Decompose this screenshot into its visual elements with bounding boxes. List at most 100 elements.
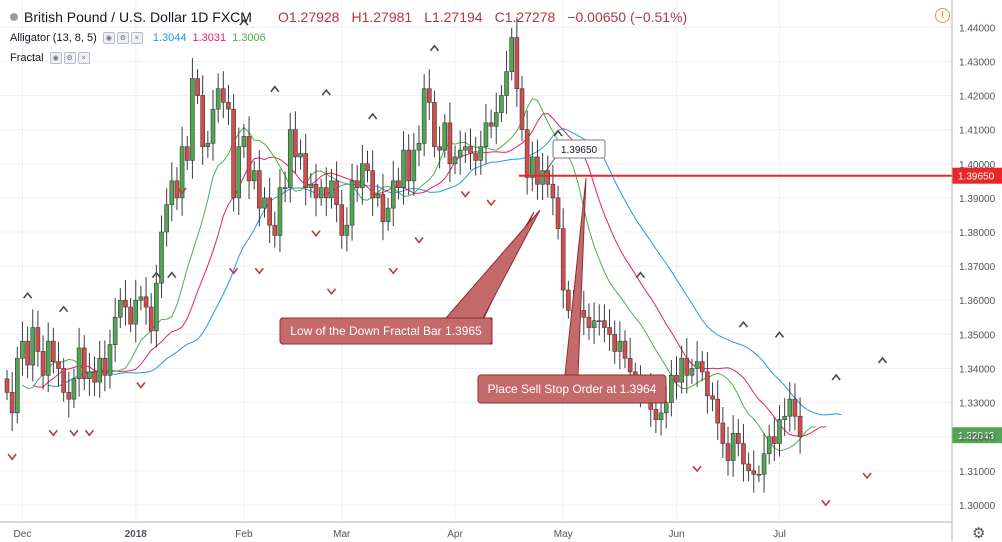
teeth-value: 1.3031 [192,32,227,44]
fractal-up-marker [151,271,161,279]
level-callout-pointer [543,157,556,174]
candle-body [365,163,370,171]
fractal-down-marker [311,230,321,237]
candle-body [514,37,520,90]
indicator-fractal[interactable]: Fractal ◉ ⚙ × [10,50,100,66]
candle-body [602,320,607,328]
candle-body [586,316,592,328]
candle-body [308,183,314,188]
candle-body [730,432,736,461]
candle-body [596,320,602,323]
candle-body [159,231,164,284]
close-icon[interactable]: × [77,52,90,64]
fractal-low-callout-box [279,317,493,345]
candle-body [354,180,360,188]
candle-body [782,415,787,420]
candle-body [663,402,669,414]
eye-icon[interactable]: ◉ [49,52,62,64]
fractal-markers [7,18,888,507]
candle-body [452,156,458,165]
candle-body [674,374,679,383]
close-value: C1.27278 [494,9,556,25]
candle-body [437,146,442,151]
candle-body [499,95,504,113]
fractal-up-marker [22,291,33,299]
candle-body [725,443,731,461]
candle-body [221,88,226,103]
candle-body [226,102,231,110]
candle-body [267,197,272,226]
candle-body [61,368,66,393]
fractal-down-marker [326,288,337,295]
fractal-up-marker [635,271,646,279]
candle-body [560,228,566,291]
fractal-down-marker [821,499,831,507]
candle-body [406,149,412,182]
level-price-label: 1.39650 [958,172,995,183]
indicator-alligator[interactable]: Alligator (13, 8, 5) ◉ ⚙ × 1.3044 1.3031… [10,30,272,46]
candle-body [349,180,355,226]
candle-body [612,334,618,352]
symbol-title[interactable]: British Pound / U.S. Dollar 1D FXCM [24,9,252,25]
candle-body [411,149,417,182]
candle-body [40,351,46,376]
candle-body [689,368,695,376]
candle-body [591,320,597,328]
fractal-up-marker [774,331,785,338]
candle-body [272,224,278,236]
candle-body [56,361,61,369]
candle-body [128,306,133,325]
eye-icon[interactable]: ◉ [102,32,115,44]
annotations: 1.39650 1.32043 1.39650 Low of the Down Fra… [279,139,1002,444]
fractal-low-callout-pointer [444,209,541,319]
gear-icon[interactable]: ⚙ [116,32,129,44]
candle-body [262,197,267,209]
candle-body [339,204,345,236]
gear-icon[interactable]: ⚙ [63,52,76,64]
candle-body [323,187,329,199]
y-tick-label: 1.41000 [959,126,996,137]
candle-body [679,357,684,383]
y-tick-label: 1.30000 [959,501,996,512]
candle-body [545,170,551,185]
x-tick-label: Apr [447,529,463,540]
candle-body [15,357,20,414]
candle-body [535,156,540,185]
fractal-down-marker [388,267,398,275]
high-value: H1.27981 [351,9,413,25]
candle-body [81,347,87,380]
candle-body [699,361,705,373]
y-tick-label: 1.43000 [959,57,996,68]
candle-body [184,146,190,161]
fractal-down-marker [254,267,264,275]
candle-body [756,473,762,476]
indicator-buttons: ◉ ⚙ × [49,52,90,64]
lips-value: 1.3006 [232,32,266,44]
candle-body [257,170,262,209]
candle-body [720,422,726,444]
candle-body [66,392,72,400]
candle-body [112,316,118,345]
y-tick-label: 1.42000 [959,92,996,103]
candle-body [329,180,334,199]
fractal-up-marker [239,18,249,26]
candle-body [370,170,375,199]
open-value: O1.27928 [277,9,340,25]
candle-body [622,340,628,359]
close-icon[interactable]: × [130,32,143,44]
candle-body [30,327,36,366]
candle-body [9,392,15,414]
candle-body [504,71,509,96]
candle-body [205,142,211,148]
fractal-down-marker [136,382,146,389]
gear-icon[interactable]: ⚙ [972,525,986,542]
alert-circle-icon[interactable]: ! [935,8,950,23]
alligator-jaw-line [48,128,842,416]
fractal-down-marker [228,267,239,275]
fractal-up-marker [167,271,177,279]
fractal-down-marker [177,187,187,195]
fractal-up-marker [831,373,841,381]
candle-body [210,108,216,144]
candle-body [777,419,782,444]
